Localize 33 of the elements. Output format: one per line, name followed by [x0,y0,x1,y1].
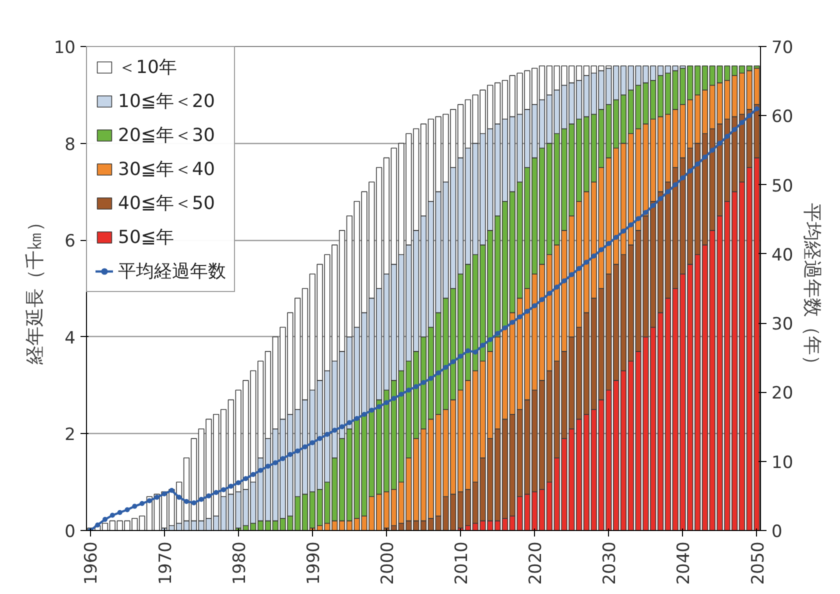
y-tick-label: 10 [54,38,76,58]
y-axis-title: 経年延長（千㎞） [24,212,46,366]
legend-label: 20≦年＜30 [118,124,215,147]
legend-label: 平均経過年数 [118,260,226,283]
legend-label: 30≦年＜40 [118,158,215,181]
y-tick-label: 4 [64,328,76,348]
x-tick-label: 1980 [230,542,250,585]
x-tick-label: 1960 [82,542,102,585]
legend-label: 10≦年＜20 [118,90,215,113]
y2-tick-label: 40 [772,245,794,266]
y2-tick-label: 10 [772,452,794,473]
x-tick-label: 2000 [378,542,398,585]
y-tick-label: 0 [64,522,76,542]
y-tick-label: 6 [64,232,76,252]
y2-tick-label: 60 [772,107,794,128]
x-tick-label: 2020 [526,542,546,585]
y2-tick-label: 70 [772,38,794,58]
x-tick-label: 2030 [600,542,620,585]
y2-axis-title: 平均経過年数（年） [801,203,824,374]
y2-tick-label: 0 [772,522,782,542]
y2-tick-label: 30 [772,314,794,335]
legend-label: 50≦年 [118,226,174,249]
y2-tick-label: 20 [772,384,794,404]
x-tick-label: 1970 [156,542,176,585]
y2-tick-label: 50 [772,176,794,196]
y-tick-label: 2 [64,425,76,446]
y-tick-label: 8 [64,134,76,155]
x-tick-label: 2050 [748,542,768,585]
x-tick-label: 2040 [674,542,694,585]
x-tick-label: 1990 [304,542,324,585]
x-tick-label: 2010 [452,542,472,585]
legend-label: ＜10年 [118,56,177,79]
legend-label: 40≦年＜50 [118,192,215,215]
